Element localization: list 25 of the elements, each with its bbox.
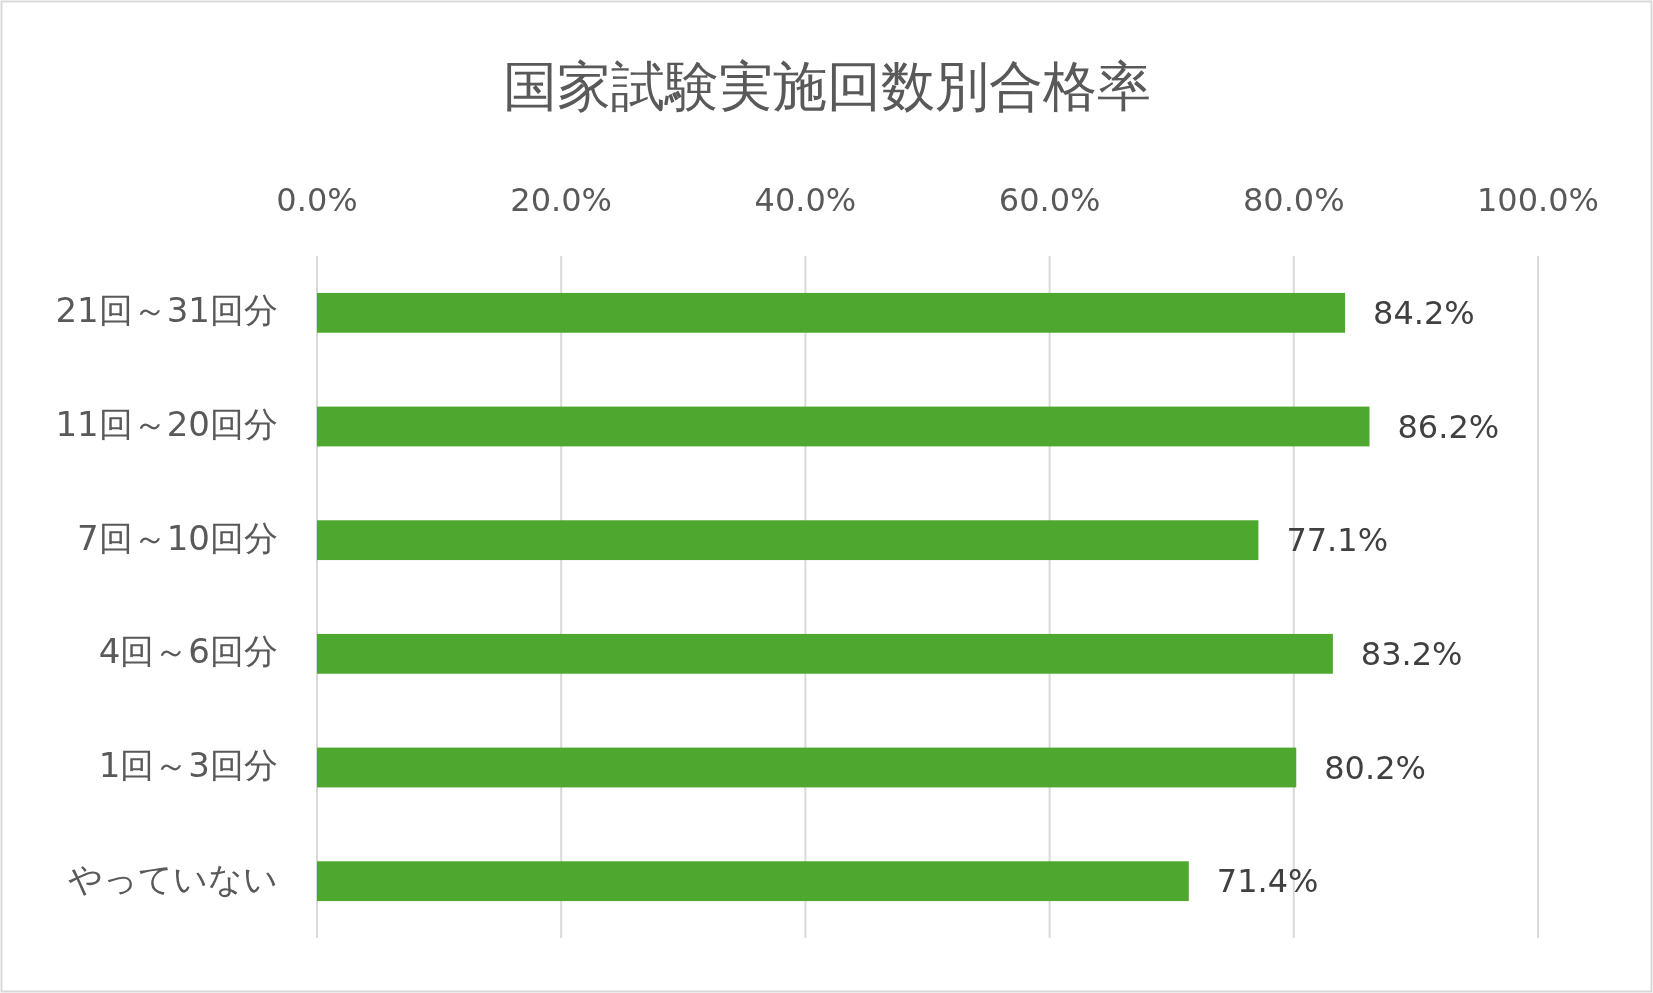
bar <box>317 861 1189 902</box>
data-label: 84.2% <box>1373 293 1475 332</box>
y-tick-label: 21回～31回分 <box>55 290 278 331</box>
x-tick-label: 100.0% <box>1476 181 1600 219</box>
data-label: 71.4% <box>1216 862 1319 901</box>
x-tick-label: 60.0% <box>998 181 1101 219</box>
y-tick-label: 4回～6回分 <box>98 631 278 672</box>
bar <box>317 520 1259 561</box>
data-label: 80.2% <box>1324 748 1426 787</box>
bar <box>317 292 1346 333</box>
x-tick-label: 40.0% <box>754 181 857 219</box>
chart-title: 国家試験実施回数別合格率 <box>502 54 1151 118</box>
y-tick-label: 7回～10回分 <box>77 517 278 558</box>
data-label: 77.1% <box>1286 521 1389 560</box>
x-tick-label: 0.0% <box>276 181 358 219</box>
bar <box>317 406 1370 447</box>
data-label: 86.2% <box>1397 407 1500 446</box>
bar <box>317 747 1297 788</box>
x-tick-label: 80.0% <box>1242 181 1345 219</box>
y-tick-label: 11回～20回分 <box>55 404 278 444</box>
bar <box>317 633 1333 674</box>
y-tick-label: やっていない <box>68 858 278 899</box>
y-tick-label: 1回～3回分 <box>98 745 278 785</box>
data-label: 83.2% <box>1360 634 1463 673</box>
x-tick-label: 20.0% <box>510 181 613 219</box>
